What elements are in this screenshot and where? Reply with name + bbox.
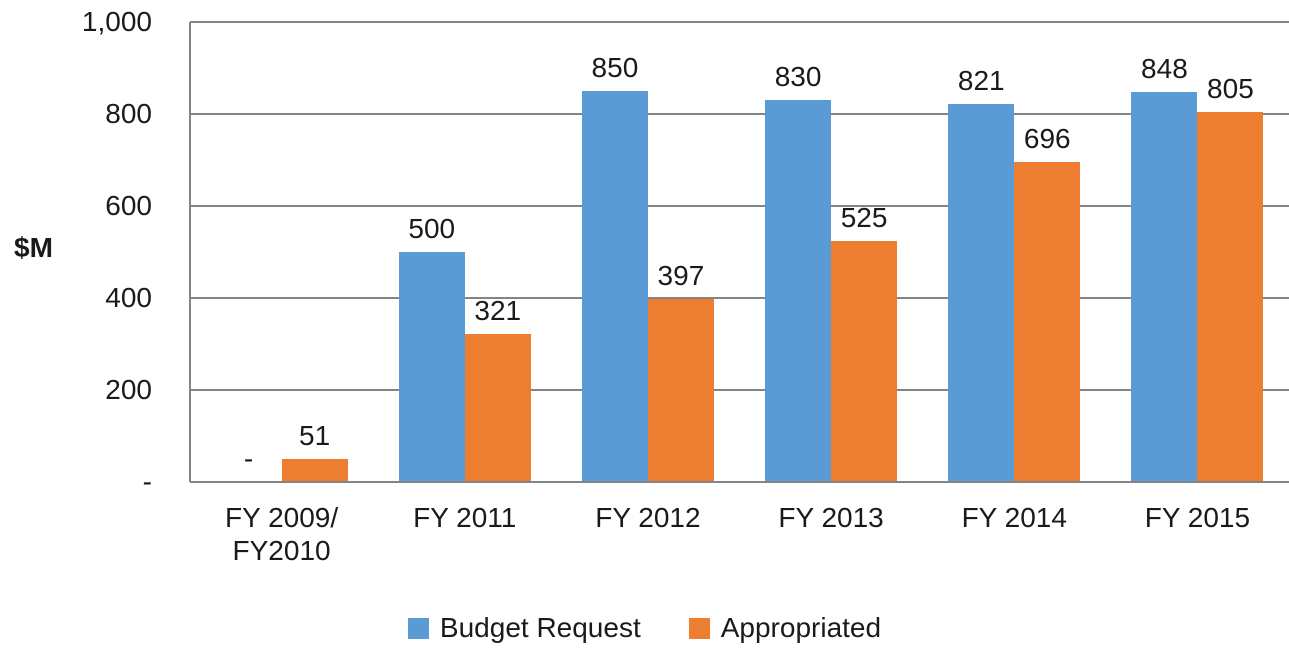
bar-appropriated [1197, 111, 1264, 482]
bar-value-label: 51 [299, 419, 331, 451]
y-axis-tick-label: 600 [105, 190, 152, 221]
legend-swatch-appropriated [688, 617, 710, 639]
bar-value-label: - [243, 443, 254, 474]
bar-value-label: 830 [774, 61, 822, 93]
x-axis-category-label: FY 2009/ FY2010 [225, 502, 339, 566]
bar-appropriated [647, 299, 714, 482]
gridline [190, 21, 1289, 23]
bar-appropriated [1014, 161, 1081, 482]
legend-item-appropriated: Appropriated [688, 612, 882, 644]
bar-appropriated [464, 334, 531, 482]
bar-budget-request [948, 104, 1015, 482]
x-axis-line [190, 481, 1289, 483]
legend-swatch-budget-request [407, 617, 429, 639]
legend-label-budget-request: Budget Request [439, 612, 641, 643]
x-axis-category-label: FY 2012 [595, 502, 701, 533]
legend-item-budget-request: Budget Request [407, 612, 641, 644]
bar-value-label: 821 [957, 65, 1005, 97]
gridline [190, 389, 1289, 391]
bar-value-label: 397 [657, 260, 705, 292]
x-axis-category-label: FY 2014 [961, 502, 1067, 533]
y-axis-tick-label: 1,000 [81, 6, 152, 37]
gridline [190, 297, 1289, 299]
bar-value-label: 696 [1023, 122, 1071, 154]
legend: Budget Request Appropriated [0, 612, 1289, 644]
x-axis-category-label: FY 2015 [1144, 502, 1251, 533]
legend-label-appropriated: Appropriated [720, 612, 882, 643]
y-axis-tick-label: - [142, 466, 152, 497]
bar-budget-request [581, 91, 648, 482]
y-axis-tick-label: 800 [105, 98, 152, 129]
bar-appropriated [831, 240, 898, 482]
y-axis-title: $M [14, 232, 53, 263]
gridline [190, 205, 1289, 207]
x-axis-category-label: FY 2011 [413, 502, 517, 533]
y-axis-tick-label: 200 [105, 374, 152, 405]
bar-budget-request [1131, 91, 1198, 482]
x-axis-category-label: FY 2013 [778, 502, 884, 533]
bar-value-label: 805 [1207, 72, 1254, 104]
y-axis-line [189, 22, 191, 482]
bar-value-label: 321 [474, 295, 522, 327]
bar-value-label: 848 [1141, 52, 1188, 84]
bar-budget-request [398, 252, 465, 482]
bar-budget-request [765, 100, 832, 482]
y-axis-tick-label: 400 [105, 282, 152, 313]
bar-value-label: 525 [840, 201, 888, 233]
bar-appropriated [281, 458, 348, 482]
gridline [190, 113, 1289, 115]
bar-value-label: 850 [591, 52, 639, 83]
bar-value-label: 500 [408, 213, 456, 244]
